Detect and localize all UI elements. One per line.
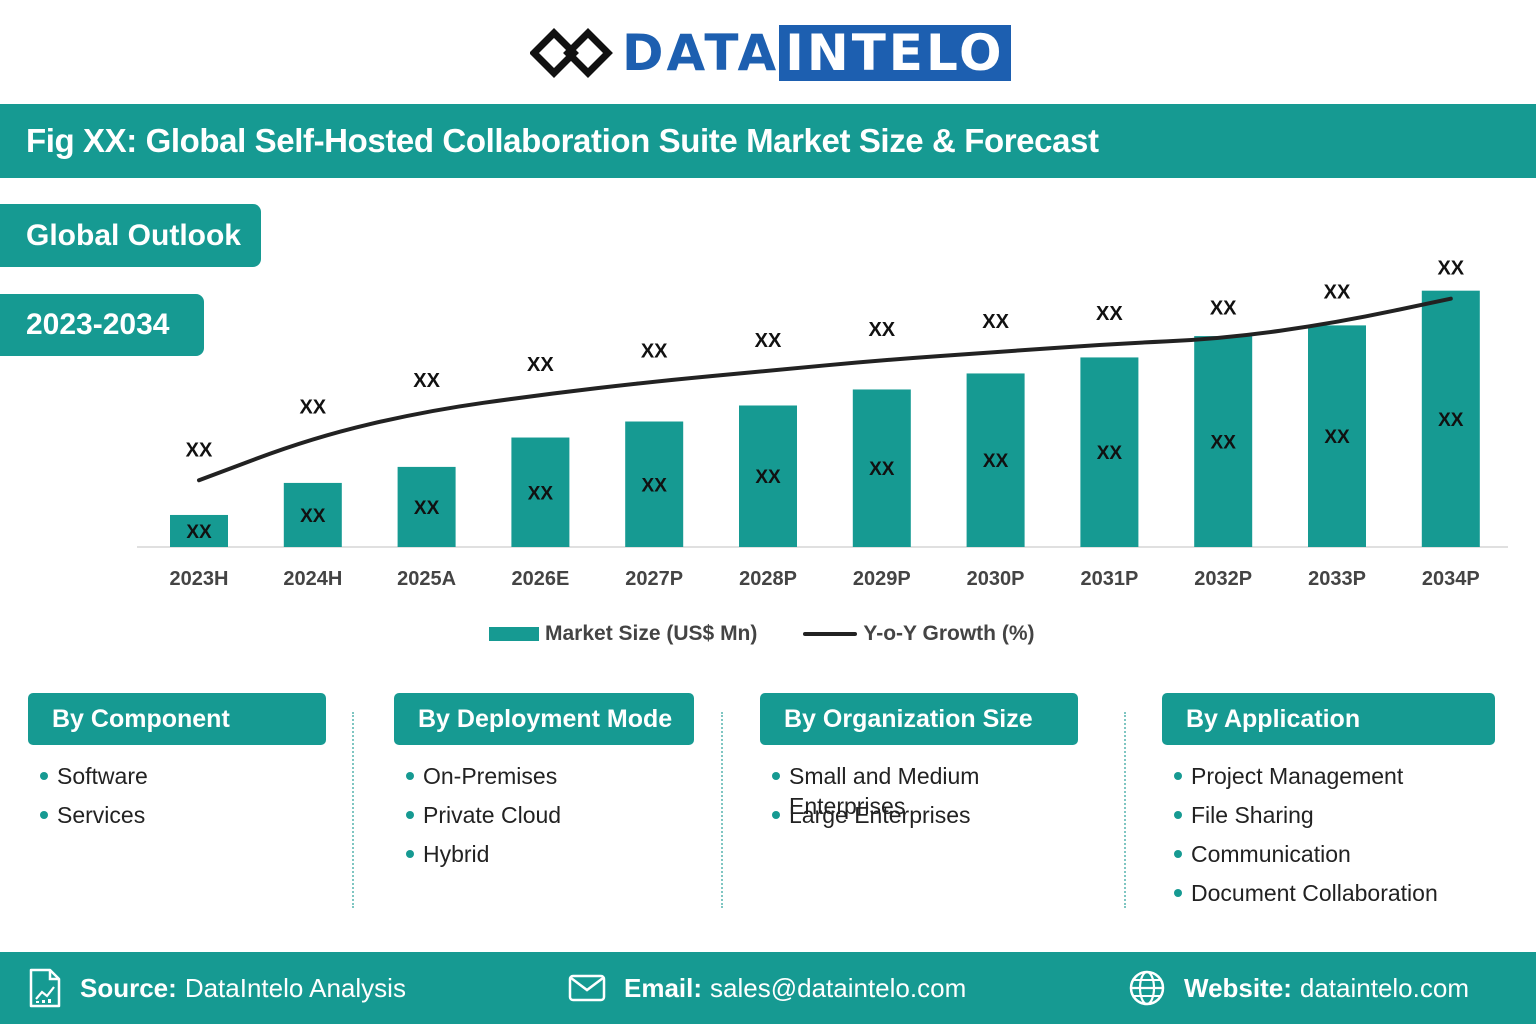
segment-divider bbox=[1124, 712, 1126, 908]
bar-market-size bbox=[170, 514, 228, 547]
chart-canvas: XX 2023H XX 2024H XX 2025A XX 2026E XX 2027P XX 202… bbox=[137, 258, 1508, 590]
bar-data-label: XX bbox=[755, 467, 781, 488]
x-tick-label: 2026E bbox=[511, 568, 569, 590]
chart-legend: Market Size (US$ Mn) Y-o-Y Growth (%) bbox=[489, 620, 1035, 648]
growth-data-label: XX bbox=[982, 311, 1009, 333]
segment-application: By Application Project Management File S… bbox=[1162, 693, 1495, 917]
x-tick-label: 2031P bbox=[1080, 568, 1138, 590]
footer: Source: DataIntelo Analysis Email: sales… bbox=[0, 952, 1536, 1024]
list-item: Communication bbox=[1174, 839, 1495, 878]
bar-market-size bbox=[283, 482, 342, 547]
segment-title: By Application bbox=[1162, 693, 1495, 745]
bar-market-size bbox=[397, 466, 456, 547]
envelope-icon bbox=[568, 974, 606, 1002]
footer-website-label: Website: bbox=[1184, 972, 1292, 1003]
legend-bar-swatch bbox=[489, 627, 539, 641]
segment-deployment-mode: By Deployment Mode On-Premises Private C… bbox=[394, 693, 694, 878]
bar-market-size bbox=[852, 389, 911, 547]
x-tick-label: 2025A bbox=[397, 568, 456, 590]
segment-divider bbox=[721, 712, 723, 908]
segment-divider bbox=[352, 712, 354, 908]
legend-line-label: Y-o-Y Growth (%) bbox=[863, 622, 1035, 645]
list-item: Private Cloud bbox=[406, 800, 694, 839]
bar-market-size bbox=[511, 437, 570, 547]
growth-data-label: XX bbox=[1210, 298, 1237, 320]
footer-email: Email: sales@dataintelo.com bbox=[568, 952, 966, 1024]
bar-data-label: XX bbox=[1438, 410, 1464, 431]
x-tick-label: 2023H bbox=[170, 568, 229, 590]
bar-data-label: XX bbox=[300, 506, 326, 527]
x-tick-label: 2030P bbox=[967, 568, 1025, 590]
segment-title: By Component bbox=[28, 693, 326, 745]
logo-text-data: DATA bbox=[622, 24, 780, 82]
x-tick-label: 2024H bbox=[283, 568, 342, 590]
bar-market-size bbox=[966, 373, 1025, 547]
list-item: Large Enterprises bbox=[772, 800, 1078, 839]
segment-title: By Organization Size bbox=[760, 693, 1078, 745]
growth-data-label: XX bbox=[299, 397, 326, 419]
list-item: Hybrid bbox=[406, 839, 694, 878]
list-item: On-Premises bbox=[406, 761, 694, 800]
growth-data-label: XX bbox=[755, 330, 782, 352]
x-tick-label: 2032P bbox=[1194, 568, 1252, 590]
bar-data-label: XX bbox=[869, 459, 895, 480]
footer-website-link[interactable]: dataintelo.com bbox=[1299, 972, 1469, 1003]
segment-title: By Deployment Mode bbox=[394, 693, 694, 745]
outlook-badge: Global Outlook bbox=[0, 204, 261, 267]
list-item: Software bbox=[40, 761, 326, 800]
growth-data-label: XX bbox=[868, 319, 895, 341]
logo-mark-icon bbox=[530, 28, 613, 78]
legend-bar-label: Market Size (US$ Mn) bbox=[545, 622, 758, 645]
logo-text-intelo: INTELO bbox=[779, 25, 1011, 81]
growth-data-label: XX bbox=[413, 370, 440, 392]
title-bar: Fig XX: Global Self-Hosted Collaboration… bbox=[0, 104, 1536, 178]
legend-line-swatch bbox=[803, 632, 858, 636]
period-badge: 2023-2034 bbox=[0, 294, 204, 356]
page-title: Fig XX: Global Self-Hosted Collaboration… bbox=[26, 122, 1099, 159]
report-icon bbox=[28, 968, 62, 1008]
x-tick-label: 2033P bbox=[1308, 568, 1366, 590]
x-tick-label: 2028P bbox=[739, 568, 797, 590]
list-item: Project Management bbox=[1174, 761, 1495, 800]
market-chart: XX 2023H XX 2024H XX 2025A XX 2026E XX 2027P XX 202… bbox=[0, 180, 1536, 660]
bar-data-label: XX bbox=[1097, 443, 1123, 464]
growth-data-label: XX bbox=[1324, 282, 1351, 304]
growth-data-label: XX bbox=[1437, 258, 1464, 280]
growth-data-label: XX bbox=[1096, 303, 1123, 325]
footer-email-label: Email: bbox=[624, 972, 703, 1003]
x-tick-label: 2029P bbox=[853, 568, 911, 590]
bar-data-label: XX bbox=[642, 475, 668, 496]
segment-organization-size: By Organization Size Small and Medium En… bbox=[760, 693, 1078, 839]
bar-data-label: XX bbox=[1324, 427, 1350, 448]
growth-line bbox=[197, 296, 1453, 483]
bar-market-size bbox=[1194, 336, 1253, 547]
bar-market-size bbox=[625, 421, 684, 547]
bar-data-label: XX bbox=[983, 451, 1009, 472]
globe-icon bbox=[1128, 969, 1166, 1007]
list-item: Document Collaboration bbox=[1174, 878, 1495, 917]
footer-email-link[interactable]: sales@dataintelo.com bbox=[710, 972, 967, 1003]
bar-market-size bbox=[1080, 357, 1139, 547]
x-tick-label: 2034P bbox=[1422, 568, 1480, 590]
bar-data-label: XX bbox=[414, 498, 440, 519]
footer-website: Website: dataintelo.com bbox=[1128, 952, 1469, 1024]
segment-component: By Component Software Services bbox=[28, 693, 326, 839]
list-item: File Sharing bbox=[1174, 800, 1495, 839]
growth-data-label: XX bbox=[186, 439, 213, 461]
bar-market-size bbox=[739, 405, 797, 547]
bar-data-label: XX bbox=[1211, 433, 1237, 454]
bar-data-label: XX bbox=[528, 483, 554, 504]
footer-source-label: Source: bbox=[80, 972, 177, 1003]
dataintelo-logo: DATA INTELO bbox=[530, 22, 1011, 84]
bar-market-size bbox=[1421, 290, 1480, 547]
bar-data-label: XX bbox=[186, 522, 212, 543]
list-item: Small and Medium Enterprises bbox=[772, 761, 1078, 819]
growth-data-label: XX bbox=[641, 340, 668, 362]
footer-source: Source: DataIntelo Analysis bbox=[28, 952, 406, 1024]
x-tick-label: 2027P bbox=[625, 568, 683, 590]
bar-market-size bbox=[1308, 325, 1366, 547]
growth-data-label: XX bbox=[527, 354, 554, 376]
footer-source-value: DataIntelo Analysis bbox=[184, 972, 406, 1003]
list-item: Services bbox=[40, 800, 326, 839]
